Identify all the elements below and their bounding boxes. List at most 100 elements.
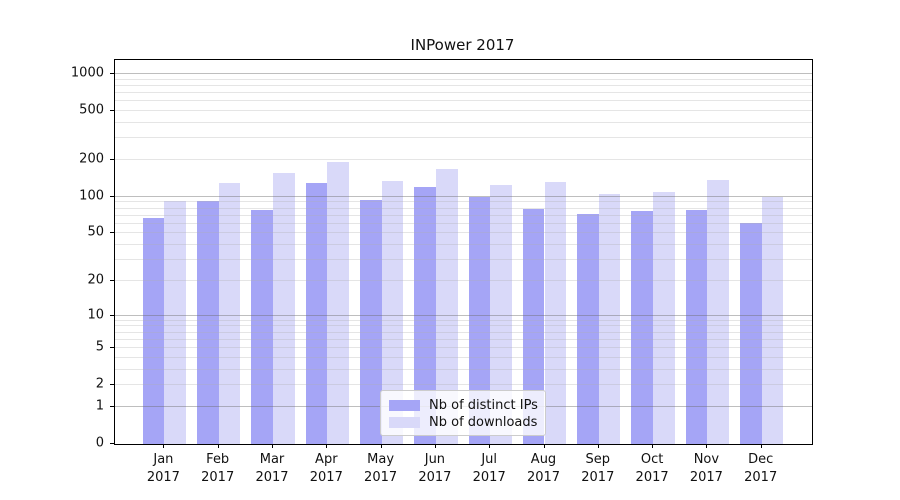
y-tick-label: 2 [95, 376, 104, 392]
x-tick-label: Sep 2017 [581, 452, 615, 485]
y-tick-mark [110, 110, 114, 112]
bar-distinct-ips-nov [685, 210, 708, 444]
y-tick-label: 1000 [70, 65, 104, 81]
bar-downloads-feb [218, 182, 241, 444]
bar-downloads-mar [273, 172, 295, 444]
y-tick-mark [110, 195, 114, 197]
y-tick-mark [110, 384, 114, 386]
gridline-major [115, 195, 812, 197]
x-tick-label: Apr 2017 [309, 452, 343, 485]
bar-downloads-nov [707, 179, 730, 444]
gridline-minor [115, 214, 812, 216]
gridline-minor [115, 100, 812, 102]
gridline-minor [115, 244, 812, 246]
bar-downloads-oct [653, 191, 675, 444]
bar-distinct-ips-jun [414, 187, 436, 444]
plot-area: Nb of distinct IPs Nb of downloads [114, 59, 813, 445]
legend-label-downloads: Nb of downloads [429, 415, 538, 430]
y-tick-mark [110, 314, 114, 316]
y-tick-label: 200 [79, 151, 104, 167]
gridline-minor [115, 331, 812, 333]
gridline-minor [115, 347, 812, 349]
bar-downloads-aug [544, 182, 567, 444]
y-tick-mark [110, 279, 114, 281]
y-tick-mark [110, 159, 114, 160]
legend: Nb of distinct IPs Nb of downloads [380, 390, 546, 436]
x-tick-mark [760, 444, 762, 448]
bar-distinct-ips-oct [631, 211, 654, 444]
chart-title: INPower 2017 [410, 36, 515, 54]
gridline-minor [115, 259, 812, 261]
x-tick-label: Nov 2017 [689, 452, 723, 485]
x-tick-label: Mar 2017 [255, 452, 289, 485]
gridline-minor [115, 159, 812, 161]
legend-label-distinct-ips: Nb of distinct IPs [429, 398, 538, 413]
gridline-minor [115, 232, 812, 234]
y-tick-mark [110, 232, 114, 234]
x-tick-mark [652, 444, 654, 448]
y-tick-mark [110, 73, 114, 75]
gridline-minor [115, 78, 812, 80]
y-tick-mark [110, 347, 114, 349]
gridline-minor [115, 356, 812, 358]
gridline-minor [115, 137, 812, 139]
gridline-minor [115, 325, 812, 327]
y-tick-label: 20 [87, 272, 104, 288]
x-tick-mark [163, 444, 165, 448]
x-tick-mark [380, 444, 382, 448]
bar-distinct-ips-mar [251, 210, 273, 444]
y-tick-label: 100 [79, 188, 104, 204]
legend-swatch-distinct-ips [389, 400, 420, 411]
bar-distinct-ips-aug [522, 209, 545, 444]
bar-downloads-jan [164, 200, 187, 444]
x-tick-label: Jan 2017 [146, 452, 180, 485]
legend-swatch-downloads [389, 417, 420, 428]
gridline-minor [115, 384, 812, 386]
bar-distinct-ips-feb [197, 201, 219, 444]
gridline-minor [115, 201, 812, 203]
y-tick-label: 0 [95, 435, 104, 451]
y-tick-label: 10 [87, 307, 104, 323]
gridline-minor [115, 368, 812, 370]
gridline-major [115, 314, 812, 316]
gridline-minor [115, 207, 812, 209]
y-tick-label: 1 [95, 398, 104, 414]
x-tick-label: Dec 2017 [744, 452, 778, 485]
x-tick-mark [326, 444, 328, 448]
bar-downloads-may [381, 181, 404, 444]
bar-distinct-ips-jan [142, 218, 165, 444]
gridline-minor [115, 338, 812, 340]
x-tick-mark [489, 444, 491, 448]
bar-downloads-jun [435, 169, 458, 444]
bar-downloads-jul [490, 185, 512, 444]
bar-downloads-dec [761, 197, 784, 444]
bar-distinct-ips-sep [577, 214, 599, 444]
legend-item-downloads: Nb of downloads [389, 414, 537, 431]
x-tick-mark [597, 444, 599, 448]
gridline-minor [115, 222, 812, 224]
bar-downloads-apr [327, 162, 349, 444]
bar-distinct-ips-dec [740, 223, 762, 444]
x-tick-mark [217, 444, 219, 448]
bar-distinct-ips-may [359, 199, 382, 444]
gridline-major [115, 73, 812, 75]
gridline-minor [115, 319, 812, 321]
gridline-minor [115, 92, 812, 94]
gridline-minor [115, 110, 812, 112]
x-tick-label: May 2017 [364, 452, 398, 485]
bar-distinct-ips-apr [305, 182, 328, 444]
x-tick-label: Feb 2017 [201, 452, 235, 485]
x-tick-mark [706, 444, 708, 448]
x-tick-label: Jul 2017 [472, 452, 506, 485]
y-tick-label: 5 [95, 339, 104, 355]
y-tick-mark [110, 405, 114, 407]
bar-downloads-sep [598, 193, 621, 444]
x-tick-mark [434, 444, 436, 448]
x-tick-label: Jun 2017 [418, 452, 452, 485]
grid-layer [115, 60, 812, 444]
y-tick-mark [110, 443, 114, 444]
x-tick-label: Aug 2017 [526, 452, 561, 485]
legend-item-distinct-ips: Nb of distinct IPs [389, 397, 538, 414]
bar-distinct-ips-jul [468, 196, 491, 444]
